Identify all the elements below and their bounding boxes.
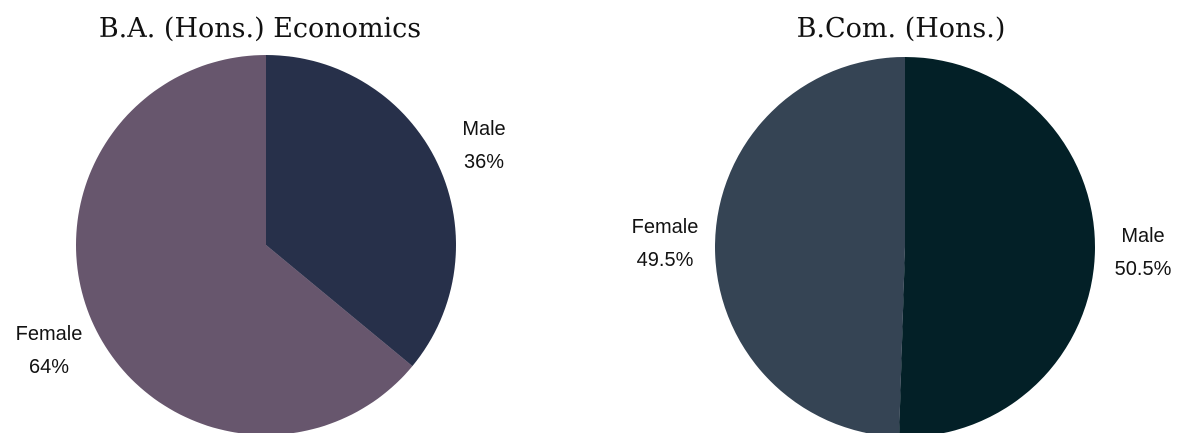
slice-label-name: Female xyxy=(632,216,699,238)
pie-slices xyxy=(715,57,1095,433)
slice-label-male: Male 50.5% xyxy=(1115,225,1172,280)
pie-slice-female xyxy=(76,55,413,433)
slice-label-value: 50.5% xyxy=(1115,258,1172,280)
slice-label-name: Female xyxy=(16,323,83,345)
slice-label-name: Male xyxy=(1121,225,1164,247)
pie-slice-female xyxy=(715,57,905,433)
pie-chart-bcom: B.Com. (Hons.) Male 50.5% Female 49.5% xyxy=(632,13,1172,433)
chart-title: B.A. (Hons.) Economics xyxy=(99,13,421,44)
slice-label-value: 64% xyxy=(29,356,69,378)
pie-chart-ba-economics: B.A. (Hons.) Economics Male 36% Female 6… xyxy=(16,13,506,433)
slice-label-female: Female 64% xyxy=(16,323,83,378)
chart-title: B.Com. (Hons.) xyxy=(797,13,1006,44)
slice-label-female: Female 49.5% xyxy=(632,216,699,271)
slice-label-name: Male xyxy=(462,118,505,140)
pie-slices xyxy=(76,55,457,433)
slice-label-male: Male 36% xyxy=(462,118,505,173)
pie-slice-male xyxy=(266,55,457,367)
pie-slice-male xyxy=(899,57,1095,433)
slice-label-value: 36% xyxy=(464,151,504,173)
slice-label-value: 49.5% xyxy=(637,249,694,271)
